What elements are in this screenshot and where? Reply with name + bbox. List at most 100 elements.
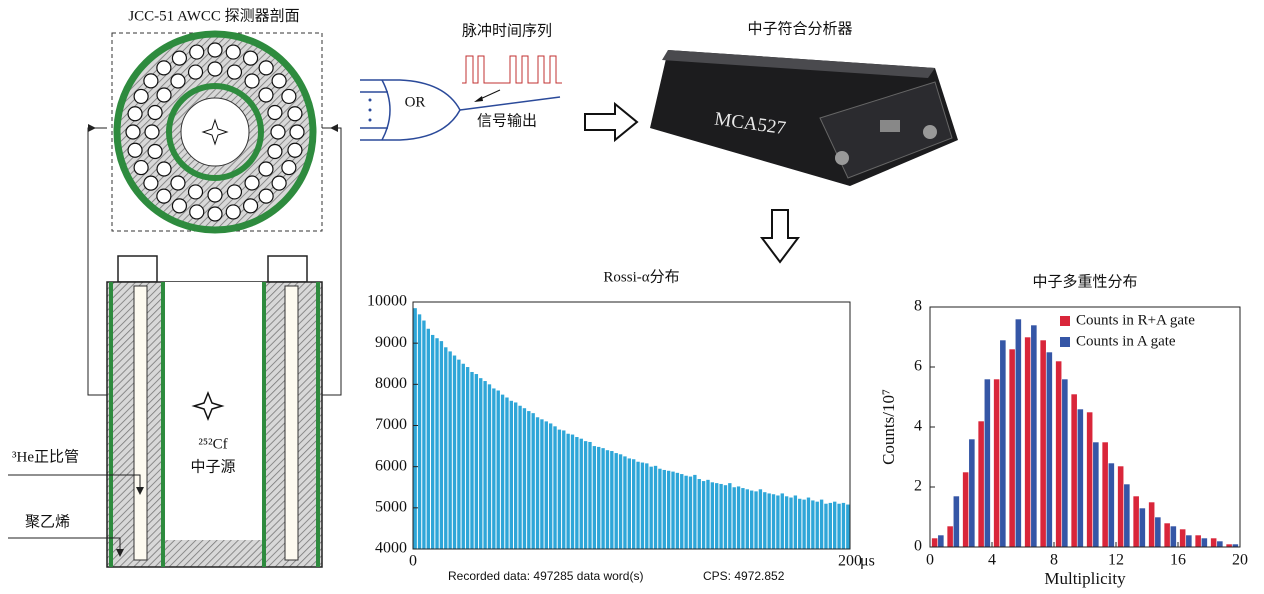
analyzer-title: 中子符合分析器 [747, 20, 852, 37]
bar [754, 491, 757, 549]
bar [1025, 337, 1031, 547]
bar [811, 500, 814, 549]
bar [636, 462, 639, 549]
bar [545, 421, 548, 549]
bar [680, 474, 683, 549]
tube-hole [126, 125, 140, 139]
bar [571, 435, 574, 549]
bar [1087, 412, 1093, 547]
tube-hole [271, 125, 285, 139]
bar [466, 367, 469, 549]
y-tick-label: 9000 [375, 334, 407, 351]
bar [497, 391, 500, 549]
bar [667, 471, 670, 549]
bar [833, 502, 836, 549]
tube-hole [290, 125, 304, 139]
plot-frame [413, 302, 850, 549]
tube-hole [227, 65, 241, 79]
cap [268, 256, 307, 282]
bar [479, 378, 482, 549]
x-tick-label: 0 [409, 553, 417, 570]
bar [984, 379, 990, 547]
tube-hole [244, 51, 258, 65]
tube-hole [244, 199, 258, 213]
tube-hole [259, 88, 273, 102]
x-tick-label: 8 [1050, 552, 1058, 569]
bar [453, 356, 456, 549]
page: JCC-51 AWCC 探测器剖面 ²⁵²Cf 中子源 ³He正比管 聚乙烯 O… [0, 0, 1264, 594]
tube-hole [282, 161, 296, 175]
tube-hole [282, 89, 296, 103]
bar [440, 341, 443, 549]
bar [553, 426, 556, 549]
bar [702, 481, 705, 549]
tube [134, 286, 147, 560]
bar [750, 491, 753, 549]
x-axis-label: Multiplicity [1044, 569, 1126, 588]
y-axis-label: Counts/10⁷ [879, 389, 898, 465]
tube-hole [134, 161, 148, 175]
tube-hole [157, 162, 171, 176]
bar [492, 388, 495, 549]
legend-label: Counts in R+A gate [1076, 312, 1195, 328]
bar [475, 374, 478, 549]
bar [829, 503, 832, 549]
tube-hole [245, 74, 259, 88]
tube-hole [259, 162, 273, 176]
tube-hole [226, 205, 240, 219]
bar [649, 467, 652, 549]
legend-label: Counts in A gate [1076, 333, 1176, 349]
bar [994, 379, 1000, 547]
bar [846, 505, 849, 549]
tube-hole [172, 199, 186, 213]
bar [615, 453, 618, 549]
bar [1124, 484, 1130, 547]
tube [285, 286, 298, 560]
bar [444, 347, 447, 549]
bar [719, 484, 722, 549]
bar [422, 321, 425, 549]
bar [969, 439, 975, 547]
y-tick-label: 0 [914, 538, 922, 555]
gate-label: OR [405, 94, 426, 110]
tube-hole [226, 45, 240, 59]
annotation: Recorded data: 497285 data word(s) [448, 569, 643, 583]
source-label: 中子源 [190, 458, 235, 475]
bar [601, 448, 604, 549]
tube-hole [245, 176, 259, 190]
pulse-train [462, 56, 562, 83]
bar [781, 493, 784, 549]
bar [1102, 442, 1108, 547]
bar [523, 408, 526, 549]
bar [654, 466, 657, 549]
bar [837, 504, 840, 549]
source-isotope: ²⁵²Cf [198, 436, 227, 452]
tube-hole [144, 176, 158, 190]
bar [549, 423, 552, 549]
bar [737, 486, 740, 549]
bar [663, 470, 666, 549]
bar [566, 434, 569, 549]
tube-hole [208, 188, 222, 202]
bar [1217, 541, 1223, 547]
cavity [165, 282, 262, 540]
y-tick-label: 2 [914, 478, 922, 495]
bar [789, 498, 792, 549]
bar [798, 499, 801, 549]
tube-hole [128, 143, 142, 157]
bar [562, 430, 565, 549]
tube-hole [208, 43, 222, 57]
tube-hole [145, 125, 159, 139]
bar [741, 488, 744, 549]
tube-hole [157, 189, 171, 203]
output-line [460, 97, 560, 110]
bar [1046, 352, 1052, 547]
inputs [360, 92, 388, 128]
x-tick-label: 200 [838, 553, 862, 570]
tube-hole [172, 51, 186, 65]
x-tick-label: 20 [1232, 552, 1248, 569]
x-unit: μs [860, 553, 875, 570]
bar [689, 477, 692, 549]
bar [938, 535, 944, 547]
